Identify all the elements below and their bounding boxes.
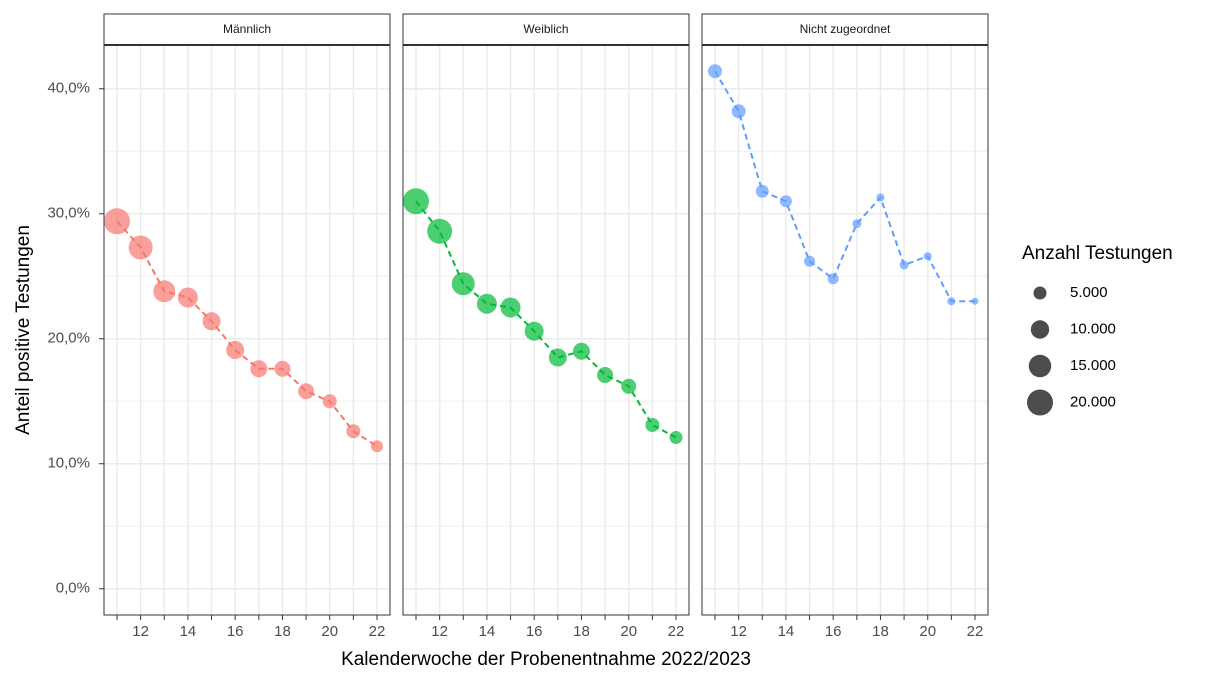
x-tick-label: 16	[825, 623, 842, 640]
x-axis-title: Kalenderwoche der Probenentnahme 2022/20…	[341, 649, 751, 670]
x-tick-label: 16	[227, 623, 244, 640]
point	[827, 273, 839, 285]
x-tick-label: 20	[919, 623, 936, 640]
strip-label: Männlich	[223, 22, 271, 36]
x-tick-label: 22	[668, 623, 685, 640]
point	[202, 312, 221, 331]
point	[923, 252, 932, 261]
point	[899, 260, 909, 270]
x-tick-label: 18	[872, 623, 889, 640]
panel-background	[104, 45, 390, 615]
point	[322, 394, 337, 409]
point	[346, 424, 361, 439]
point	[804, 255, 816, 267]
x-tick-label: 18	[573, 623, 590, 640]
point	[104, 208, 130, 235]
point	[177, 287, 198, 308]
legend-label: 20.000	[1070, 393, 1116, 410]
strip-label: Weiblich	[523, 22, 568, 36]
x-tick-label: 14	[479, 623, 496, 640]
trend-line	[714, 70, 975, 303]
point	[500, 297, 521, 318]
legend-label: 5.000	[1070, 284, 1108, 301]
point	[476, 293, 497, 314]
point	[274, 360, 291, 377]
point	[621, 378, 637, 394]
x-tick-label: 12	[730, 623, 747, 640]
point	[128, 235, 153, 260]
trend-line	[415, 200, 677, 439]
panel-background	[702, 45, 988, 615]
y-tick-label: 0,0%	[56, 580, 90, 597]
point	[403, 188, 429, 215]
point	[427, 218, 453, 244]
legend-size-key	[1028, 354, 1052, 378]
legend-size-key	[1027, 389, 1053, 416]
legend-size-key	[1030, 320, 1050, 339]
point	[731, 104, 746, 119]
point	[250, 360, 268, 378]
point	[226, 340, 245, 360]
point	[707, 64, 723, 79]
strip	[103, 13, 391, 46]
point	[572, 342, 590, 360]
legend-title: Anzahl Testungen	[1022, 243, 1173, 264]
x-tick-label: 12	[132, 623, 149, 640]
legend-size-key	[1033, 286, 1047, 300]
point	[971, 297, 979, 305]
y-tick-label: 30,0%	[47, 205, 90, 222]
legend-label: 15.000	[1070, 357, 1116, 374]
point	[153, 280, 176, 303]
strip	[701, 13, 989, 46]
point	[524, 321, 544, 341]
x-tick-label: 22	[369, 623, 386, 640]
x-tick-label: 16	[526, 623, 543, 640]
trend-line	[116, 220, 378, 448]
point	[298, 383, 315, 400]
x-tick-label: 14	[180, 623, 197, 640]
point	[548, 348, 567, 367]
x-tick-label: 20	[321, 623, 338, 640]
point	[645, 417, 660, 433]
y-axis-title: Anteil positive Testungen	[13, 225, 34, 435]
point	[370, 440, 384, 453]
point	[779, 195, 792, 208]
legend-label: 10.000	[1070, 320, 1116, 337]
strip	[402, 13, 690, 46]
strip-label: Nicht zugeordnet	[800, 22, 891, 36]
x-tick-label: 20	[620, 623, 637, 640]
point	[451, 272, 475, 296]
point	[755, 184, 769, 198]
point	[876, 193, 885, 202]
y-tick-label: 10,0%	[47, 455, 90, 472]
x-tick-label: 22	[967, 623, 984, 640]
x-tick-label: 14	[778, 623, 795, 640]
panel-background	[403, 45, 689, 615]
y-tick-label: 40,0%	[47, 80, 90, 97]
x-tick-label: 18	[274, 623, 291, 640]
point	[597, 366, 614, 384]
y-tick-label: 20,0%	[47, 330, 90, 347]
point	[669, 431, 683, 444]
point	[852, 219, 862, 229]
point	[947, 297, 956, 306]
x-tick-label: 12	[431, 623, 448, 640]
